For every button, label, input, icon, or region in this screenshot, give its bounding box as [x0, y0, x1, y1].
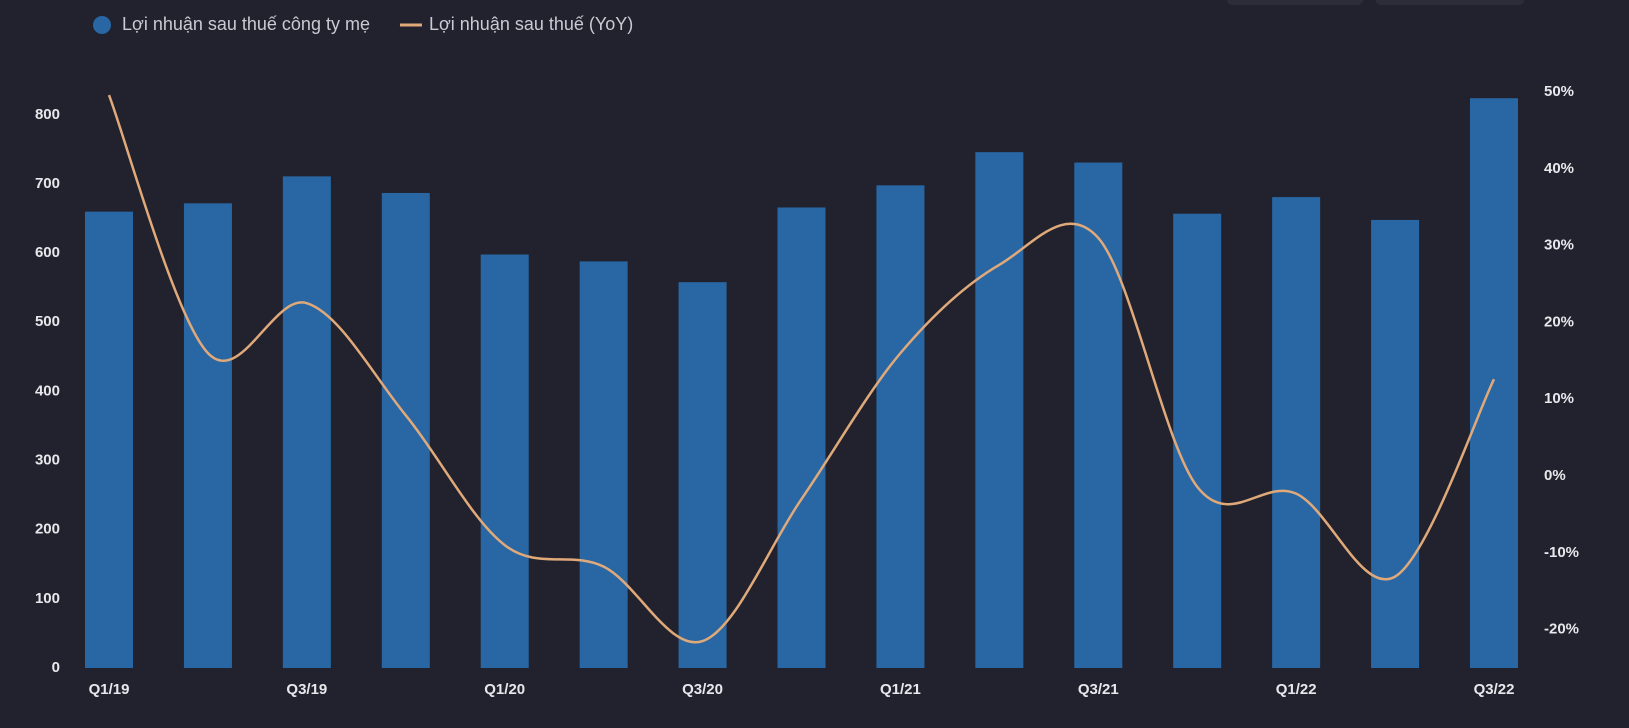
y2-tick-label: -20% [1544, 621, 1579, 638]
y-tick-label: 700 [35, 175, 60, 192]
x-tick-label: Q1/22 [1276, 681, 1317, 698]
bar [480, 254, 529, 668]
bar [381, 192, 430, 669]
x-tick-label: Q1/19 [89, 681, 130, 698]
y-tick-label: 800 [35, 106, 60, 123]
y2-tick-label: 0% [1544, 467, 1566, 484]
y-tick-label: 400 [35, 382, 60, 399]
bar [1173, 213, 1222, 668]
y2-tick-label: 20% [1544, 313, 1574, 330]
x-tick-label: Q3/21 [1078, 681, 1119, 698]
bar [1371, 219, 1420, 669]
y2-tick-label: 30% [1544, 237, 1574, 254]
y-tick-label: 100 [35, 590, 60, 607]
bar [183, 203, 232, 668]
bar [678, 282, 727, 668]
bar [1272, 197, 1321, 669]
y-tick-label: 200 [35, 521, 60, 538]
y2-tick-label: 10% [1544, 390, 1574, 407]
x-tick-label: Q1/20 [484, 681, 525, 698]
y-tick-label: 500 [35, 313, 60, 330]
bar [777, 207, 826, 668]
bar [85, 211, 133, 669]
legend-label: Lợi nhuận sau thuế công ty mẹ [122, 14, 370, 34]
legend-label: Lợi nhuận sau thuế (YoY) [429, 14, 633, 34]
x-tick-label: Q3/20 [682, 681, 723, 698]
bar [975, 152, 1024, 669]
x-tick-label: Q3/19 [286, 681, 327, 698]
y2-tick-label: 50% [1544, 83, 1574, 100]
y-tick-label: 600 [35, 244, 60, 261]
line [107, 94, 1496, 644]
toolbar-button[interactable] [1227, 0, 1363, 5]
y2-tick-label: -10% [1544, 544, 1579, 561]
y-tick-label: 0 [52, 659, 60, 676]
y-tick-label: 300 [35, 452, 60, 469]
legend-marker [93, 16, 111, 34]
y2-tick-label: 40% [1544, 160, 1574, 177]
bar [1074, 162, 1123, 668]
bar [579, 261, 628, 668]
bar [876, 185, 925, 668]
bar [282, 176, 331, 668]
toolbar-button[interactable] [1376, 0, 1524, 5]
x-tick-label: Q3/22 [1474, 681, 1515, 698]
x-tick-label: Q1/21 [880, 681, 921, 698]
bar [1470, 98, 1518, 669]
